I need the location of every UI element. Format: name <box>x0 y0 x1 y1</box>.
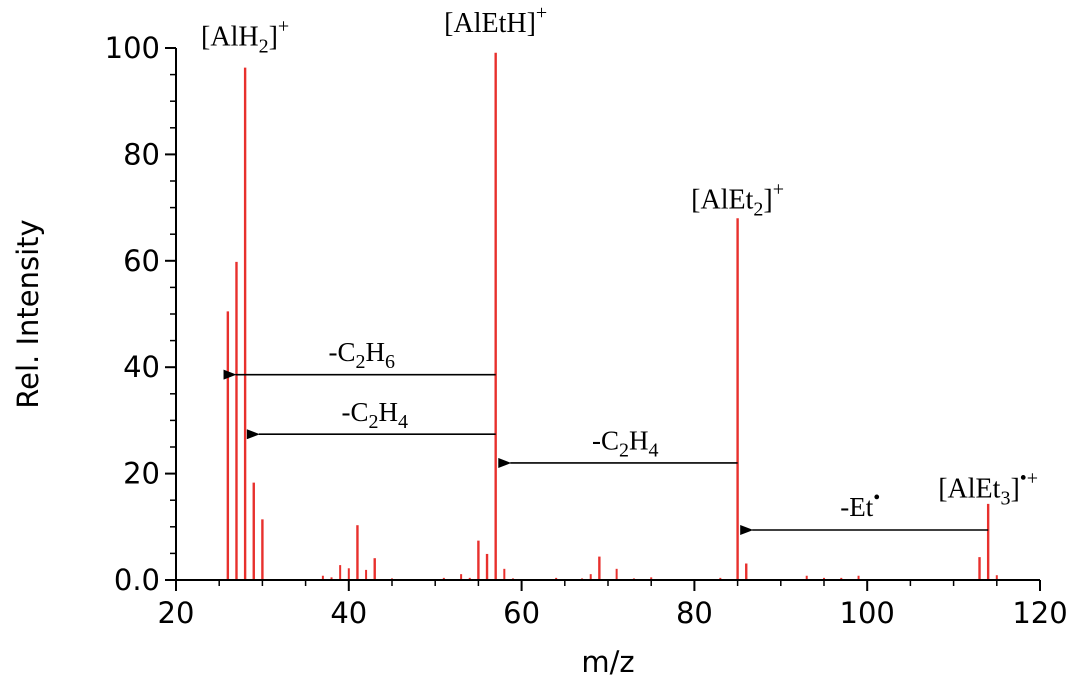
ion-label-alet3: [AlEt3]•+ <box>938 468 1038 510</box>
x-tick-label-120: 120 <box>1012 596 1067 630</box>
loss-label-c2h6: -C2H6 <box>329 337 396 373</box>
peak-bars <box>226 52 998 580</box>
x-tick-label-100: 100 <box>840 596 895 630</box>
loss-label-c2h4-a: -C2H4 <box>341 397 408 433</box>
loss-label-et: -Et• <box>840 487 880 522</box>
y-tick-label-100: 100 <box>105 31 160 65</box>
y-tick-label-80: 80 <box>123 137 160 171</box>
x-axis-title: m/z <box>581 645 634 679</box>
x-tick-label-80: 80 <box>676 596 713 630</box>
ion-label-aleth: [AlEtH]+ <box>444 2 547 39</box>
y-tick-label-40: 40 <box>123 350 160 384</box>
ion-label-alh2: [AlH2]+ <box>201 15 289 57</box>
x-tick-label-60: 60 <box>503 596 540 630</box>
y-axis-title: Rel. Intensity <box>11 219 45 408</box>
y-tick-label-60: 60 <box>123 244 160 278</box>
y-tick-label-0: 0.0 <box>114 563 160 597</box>
x-tick-label-20: 20 <box>158 596 195 630</box>
x-tick-label-40: 40 <box>330 596 367 630</box>
annotations: [AlH2]+ [AlEtH]+ [AlEt2]+ [AlEt3]•+ -C2H6 -C2… <box>201 2 1038 535</box>
ion-label-alet2: [AlEt2]+ <box>691 179 784 221</box>
y-tick-label-20: 20 <box>123 457 160 491</box>
axes <box>175 48 1040 581</box>
loss-label-c2h4-b: -C2H4 <box>592 426 659 462</box>
